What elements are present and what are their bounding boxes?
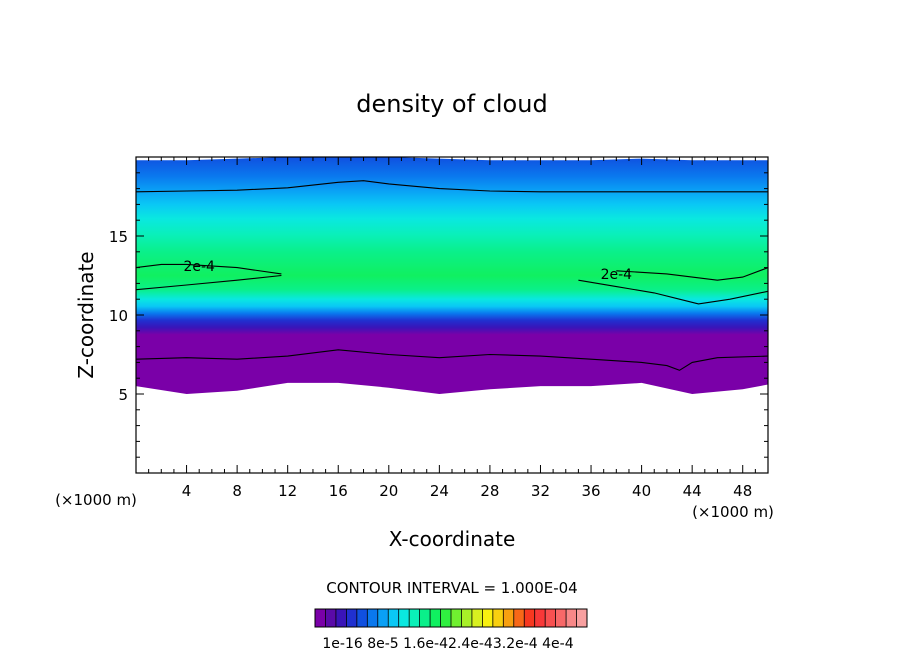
contour-line — [578, 279, 768, 305]
y-axis-label: Z-coordinate — [74, 251, 98, 378]
x-tick-label: 20 — [379, 482, 398, 500]
colorbar-swatch — [524, 609, 535, 627]
colorbar-swatch — [482, 609, 494, 627]
colorbar-swatch — [430, 609, 441, 627]
contour-label: 2e-4 — [183, 259, 215, 275]
colorbar-tick-labels: 1e-16 8e-5 1.6e-42.4e-43.2e-4 4e-4 — [322, 636, 573, 652]
colorbar-swatch — [451, 609, 462, 627]
colorbar-swatch — [419, 609, 431, 627]
contour-line — [616, 267, 768, 281]
x-unit-left: (×1000 m) — [55, 491, 137, 509]
contour-line — [136, 274, 282, 291]
contour-line — [136, 263, 282, 275]
colorbar-swatch — [388, 609, 399, 627]
x-tick-label: 48 — [733, 482, 752, 500]
y-tick-label: 10 — [109, 307, 128, 325]
contour-line — [136, 180, 768, 193]
contour-lines — [136, 180, 768, 371]
colorbar-swatch — [325, 609, 337, 627]
contour-interval-note: CONTOUR INTERVAL = 1.000E-04 — [326, 579, 577, 597]
x-axis-label: X-coordinate — [389, 527, 516, 551]
colorbar-swatch — [409, 609, 420, 627]
colorbar-swatch — [566, 609, 577, 627]
colorbar-swatch — [398, 609, 410, 627]
colorbar-swatch — [576, 609, 588, 627]
colorbar-swatch — [534, 609, 546, 627]
x-tick-label: 32 — [531, 482, 550, 500]
cloud-density-field — [136, 157, 768, 394]
x-tick-label: 12 — [278, 482, 297, 500]
contour-label: 2e-4 — [601, 267, 633, 283]
x-tick-label: 8 — [232, 482, 242, 500]
x-unit-right: (×1000 m) — [692, 503, 774, 521]
colorbar-swatch — [356, 609, 368, 627]
colorbar-frame — [314, 608, 588, 628]
colorbar-swatch — [471, 609, 483, 627]
colorbar-swatch — [440, 609, 452, 627]
x-tick-label: 24 — [430, 482, 449, 500]
contour-labels: 2e-4 2e-4 — [183, 259, 632, 283]
colorbar-swatch — [461, 609, 473, 627]
y-tick-label: 5 — [118, 386, 128, 404]
x-tick-label: 16 — [329, 482, 348, 500]
colorbar-swatch — [555, 609, 567, 627]
colorbar-swatch — [492, 609, 504, 627]
colorbar — [314, 608, 588, 628]
colorbar-swatch — [335, 609, 347, 627]
x-tick-label: 40 — [632, 482, 651, 500]
chart-title: density of cloud — [356, 90, 547, 118]
x-tick-label: 36 — [581, 482, 600, 500]
colorbar-swatch — [367, 609, 379, 627]
colorbar-swatch — [346, 609, 358, 627]
contour-line — [136, 349, 768, 371]
x-tick-label: 4 — [182, 482, 192, 500]
colorbar-swatch — [377, 609, 389, 627]
colorbar-swatch — [545, 609, 556, 627]
x-tick-label: 44 — [683, 482, 702, 500]
colorbar-swatch — [503, 609, 515, 627]
y-tick-label: 15 — [109, 228, 128, 246]
colorbar-swatch — [315, 609, 326, 627]
x-tick-label: 28 — [480, 482, 499, 500]
colorbar-swatch — [513, 609, 525, 627]
